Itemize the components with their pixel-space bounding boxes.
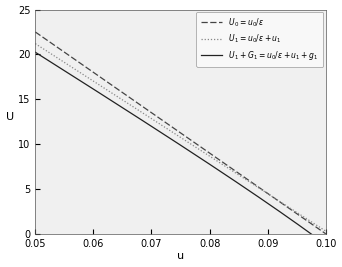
  $U_0 = u_0/\varepsilon$ (271, 196, 275, 199)
  $U_1 + G_1 = u_0/\varepsilon + u_1 + g_1$ (324, 243, 328, 246)
  $U_1 + G_1 = u_0/\varepsilon + u_1 + g_1$ (190, 151, 195, 155)
  $U_0 = u_0/\varepsilon$ (324, 232, 328, 235)
  $U_1 + G_1 = u_0/\varepsilon + u_1 + g_1$ (171, 139, 175, 142)
Line:   $U_1 + G_1 = u_0/\varepsilon + u_1 + g_1$: $U_1 + G_1 = u_0/\varepsilon + u_1 + g_1… (35, 52, 326, 245)
  $U_1 + G_1 = u_0/\varepsilon + u_1 + g_1$ (173, 140, 177, 143)
  $U_1 = u_0/\varepsilon + u_1$ (33, 42, 37, 45)
Y-axis label: U: U (5, 112, 14, 122)
  $U_0 = u_0/\varepsilon$ (171, 126, 175, 129)
  $U_1 = u_0/\varepsilon + u_1$ (317, 225, 321, 228)
  $U_1 = u_0/\varepsilon + u_1$ (190, 143, 195, 147)
  $U_1 = u_0/\varepsilon + u_1$ (173, 132, 177, 135)
  $U_0 = u_0/\varepsilon$ (206, 151, 210, 154)
  $U_1 = u_0/\varepsilon + u_1$ (206, 154, 210, 157)
  $U_0 = u_0/\varepsilon$ (173, 127, 177, 131)
X-axis label: u: u (177, 252, 184, 261)
  $U_1 = u_0/\varepsilon + u_1$ (171, 131, 175, 134)
  $U_1 = u_0/\varepsilon + u_1$ (324, 230, 328, 233)
  $U_0 = u_0/\varepsilon$ (190, 140, 195, 143)
Line:   $U_1 = u_0/\varepsilon + u_1$: $U_1 = u_0/\varepsilon + u_1$ (35, 44, 326, 231)
Legend:   $U_0 = u_0/\varepsilon$,   $U_1 = u_0/\varepsilon + u_1$,   $U_1 + G_1 = u_0/\: $U_0 = u_0/\varepsilon$, $U_1 = u_0/\var… (196, 12, 324, 67)
  $U_1 + G_1 = u_0/\varepsilon + u_1 + g_1$ (271, 206, 275, 209)
  $U_1 + G_1 = u_0/\varepsilon + u_1 + g_1$ (317, 238, 321, 241)
  $U_1 + G_1 = u_0/\varepsilon + u_1 + g_1$ (33, 51, 37, 54)
  $U_0 = u_0/\varepsilon$ (33, 30, 37, 34)
Line:   $U_0 = u_0/\varepsilon$: $U_0 = u_0/\varepsilon$ (35, 32, 326, 234)
  $U_1 + G_1 = u_0/\varepsilon + u_1 + g_1$ (206, 162, 210, 165)
  $U_0 = u_0/\varepsilon$ (317, 227, 321, 230)
  $U_1 = u_0/\varepsilon + u_1$ (271, 196, 275, 199)
